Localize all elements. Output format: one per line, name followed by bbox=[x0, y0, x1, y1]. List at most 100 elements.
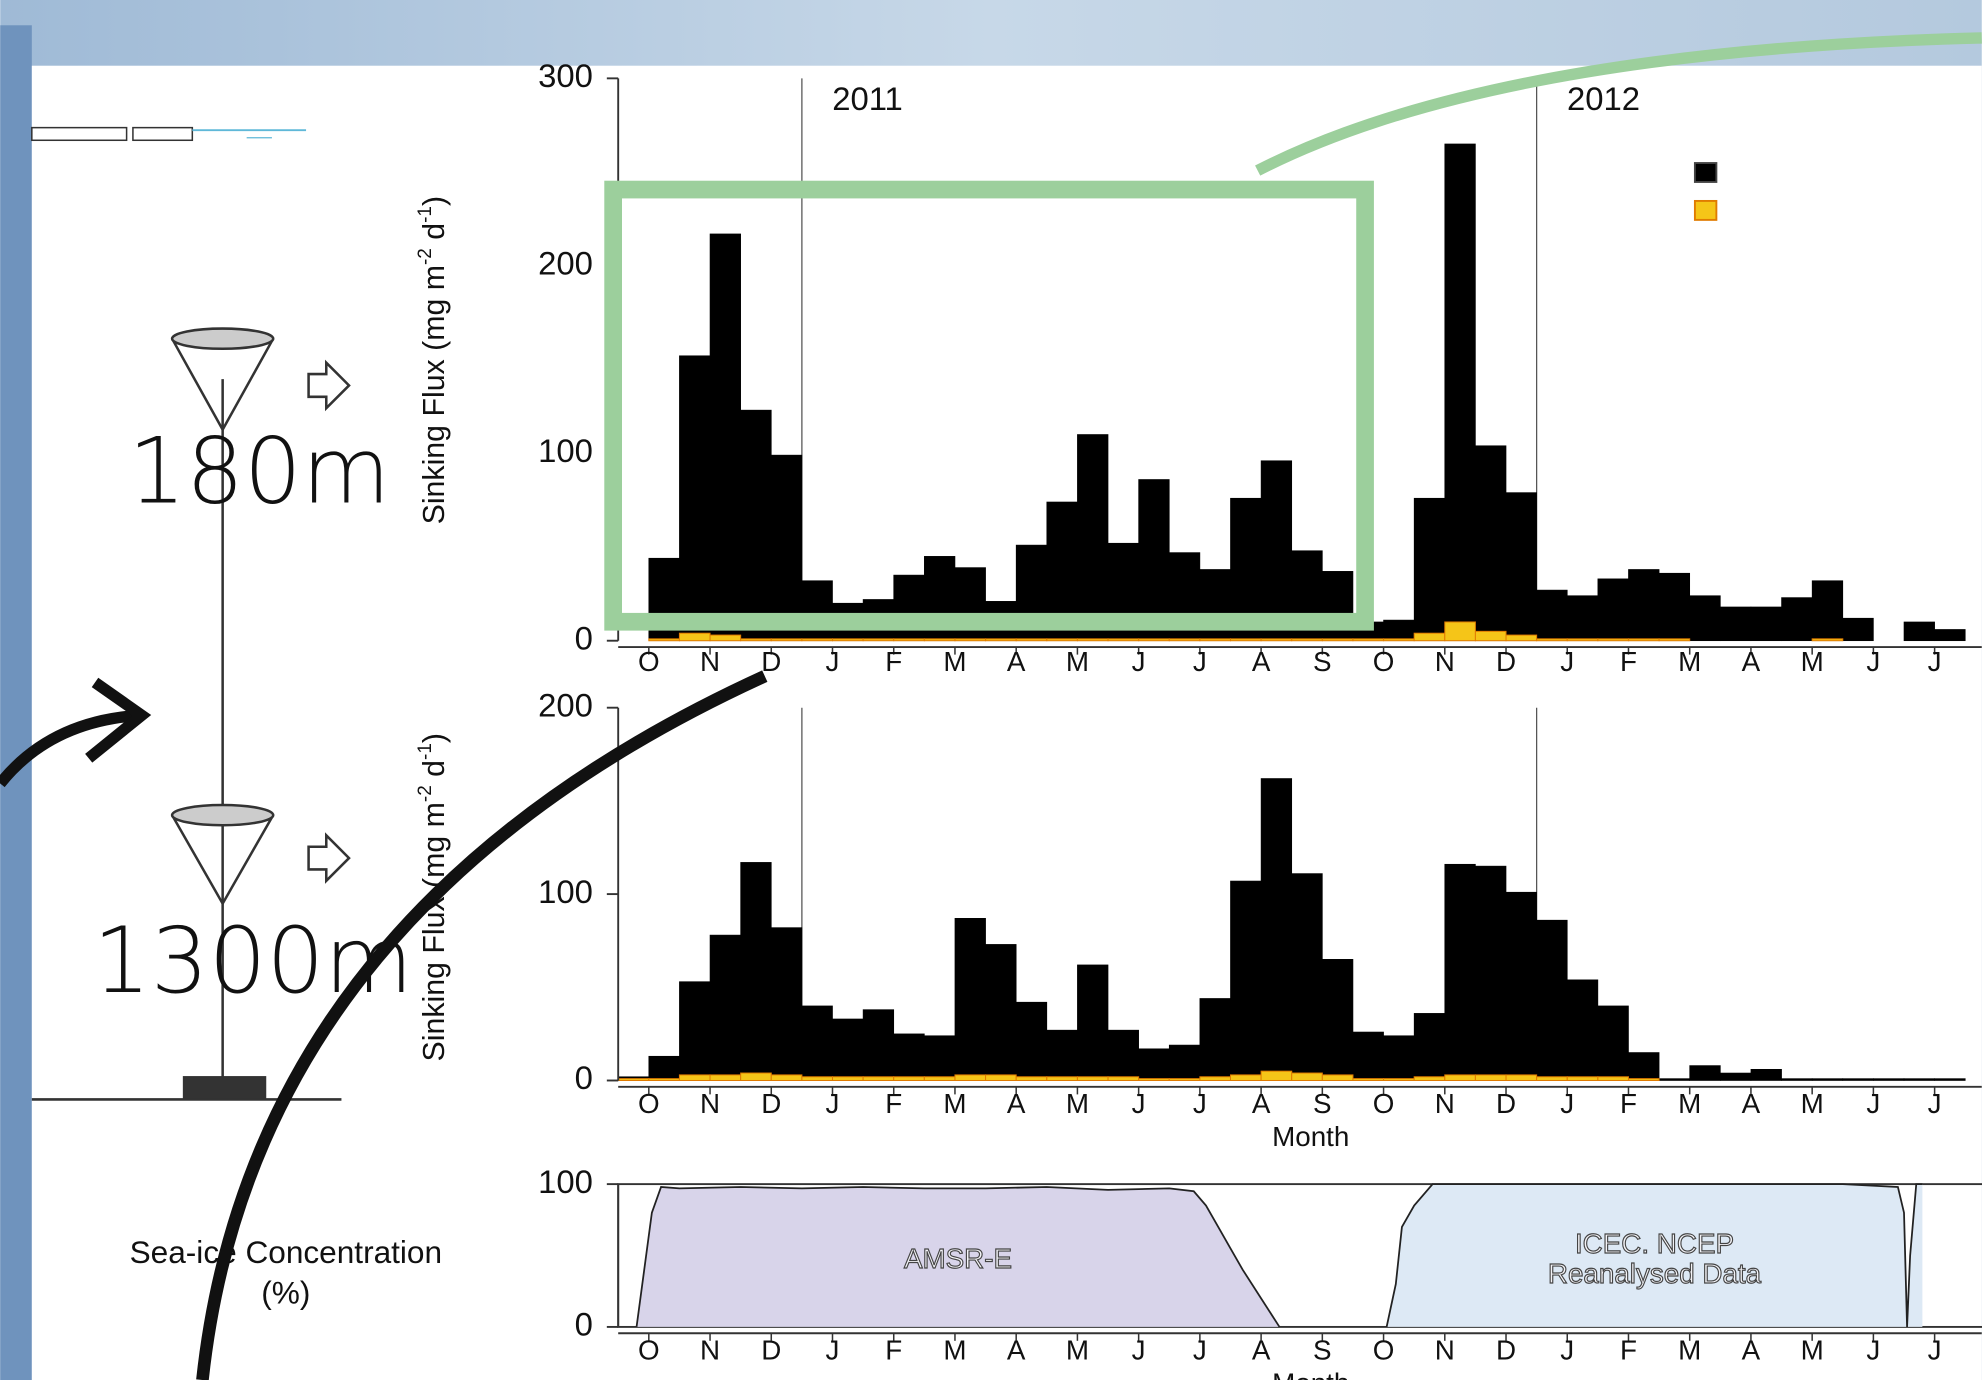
bar bbox=[1475, 631, 1506, 640]
bar bbox=[1628, 639, 1659, 641]
bar bbox=[1292, 874, 1323, 1081]
bar bbox=[1353, 1032, 1384, 1080]
bar bbox=[1690, 596, 1721, 641]
bar bbox=[679, 982, 710, 1081]
bar bbox=[802, 1077, 833, 1081]
x-tick-label: J bbox=[1132, 1335, 1146, 1366]
bar bbox=[1475, 446, 1506, 641]
x-tick-label: F bbox=[1620, 1335, 1637, 1366]
bar bbox=[1353, 1079, 1384, 1081]
bar bbox=[1904, 1079, 1935, 1081]
y-axis-label-part: ) bbox=[418, 733, 451, 743]
x-tick-label: M bbox=[1801, 1335, 1824, 1366]
bar bbox=[1720, 1073, 1751, 1080]
bar bbox=[1843, 1079, 1874, 1081]
x-tick-label: A bbox=[1742, 1335, 1761, 1366]
bar bbox=[1169, 639, 1200, 641]
x-tick-label: J bbox=[826, 1088, 840, 1119]
bar bbox=[1200, 998, 1231, 1080]
bar bbox=[832, 1019, 863, 1081]
x-tick-label: N bbox=[1435, 646, 1455, 677]
bar bbox=[894, 1077, 925, 1081]
bar bbox=[771, 639, 802, 641]
bar bbox=[1751, 1069, 1782, 1080]
y-axis-label-part: -1 bbox=[415, 743, 436, 760]
bar bbox=[1384, 639, 1415, 641]
bar bbox=[1322, 1075, 1353, 1081]
y-tick-label: 200 bbox=[538, 244, 593, 281]
y-tick-label: 100 bbox=[538, 1163, 593, 1200]
x-tick-label: A bbox=[1742, 1088, 1761, 1119]
bar bbox=[1200, 639, 1231, 641]
bar bbox=[1598, 1006, 1629, 1081]
x-tick-label: J bbox=[1560, 646, 1574, 677]
x-tick-label: M bbox=[943, 1335, 966, 1366]
bar bbox=[1843, 618, 1874, 640]
bar bbox=[771, 455, 802, 641]
bar bbox=[924, 1077, 955, 1081]
bar bbox=[649, 639, 680, 641]
x-tick-label: J bbox=[1928, 646, 1942, 677]
bar bbox=[1537, 639, 1568, 641]
x-tick-label: J bbox=[1560, 1335, 1574, 1366]
bar bbox=[863, 639, 894, 641]
bar bbox=[802, 1006, 833, 1081]
y-axis-label-part: Sinking Flux (mg m bbox=[418, 265, 451, 524]
bar bbox=[955, 1075, 986, 1081]
x-tick-label: N bbox=[700, 646, 720, 677]
bar bbox=[679, 1075, 710, 1081]
x-tick-label: N bbox=[700, 1088, 720, 1119]
bar bbox=[1322, 639, 1353, 641]
y-axis-label-part: -1 bbox=[415, 206, 436, 223]
bar bbox=[1169, 1079, 1200, 1081]
year-label: 2012 bbox=[1567, 80, 1640, 117]
x-tick-label: A bbox=[1742, 646, 1761, 677]
x-tick-label: S bbox=[1313, 646, 1332, 677]
y-axis-label-part: -2 bbox=[415, 785, 436, 802]
bar bbox=[1598, 639, 1629, 641]
bar bbox=[1751, 607, 1782, 641]
bar bbox=[1659, 573, 1690, 640]
bar bbox=[1445, 1075, 1476, 1081]
bar bbox=[924, 639, 955, 641]
bar bbox=[1230, 639, 1261, 641]
bar bbox=[894, 1034, 925, 1081]
bar bbox=[679, 633, 710, 640]
area-label: Reanalysed Data bbox=[1548, 1258, 1762, 1289]
x-tick-label: O bbox=[1373, 646, 1395, 677]
y-tick-label: 200 bbox=[538, 686, 593, 723]
bar bbox=[1567, 639, 1598, 641]
bar bbox=[863, 1077, 894, 1081]
x-tick-label: F bbox=[1620, 1088, 1637, 1119]
x-tick-label: S bbox=[1313, 1335, 1332, 1366]
bar bbox=[1659, 1079, 1690, 1081]
bar bbox=[1720, 607, 1751, 641]
bar bbox=[894, 639, 925, 641]
trap-top bbox=[172, 805, 273, 825]
y-axis-label-part: Sinking Flux (mg m bbox=[418, 802, 451, 1061]
y-tick-label: 300 bbox=[538, 57, 593, 94]
y-axis-label: Sinking Flux (mg m-2 d-1) bbox=[415, 196, 452, 524]
x-tick-label: S bbox=[1313, 1088, 1332, 1119]
bar bbox=[1139, 1049, 1170, 1081]
panel bbox=[32, 66, 1982, 1380]
x-tick-label: J bbox=[1866, 1088, 1880, 1119]
bar bbox=[986, 639, 1017, 641]
x-tick-label: M bbox=[1066, 646, 1089, 677]
bar bbox=[1598, 579, 1629, 641]
bar bbox=[710, 1075, 741, 1081]
bar bbox=[1261, 1071, 1292, 1080]
bar bbox=[1537, 590, 1568, 641]
bar bbox=[1077, 1077, 1108, 1081]
bar bbox=[1475, 1075, 1506, 1081]
x-tick-label: J bbox=[1928, 1335, 1942, 1366]
bar bbox=[1567, 980, 1598, 1081]
x-tick-label: M bbox=[943, 646, 966, 677]
bar bbox=[1384, 620, 1415, 641]
bar bbox=[1414, 1077, 1445, 1081]
bar bbox=[1506, 1075, 1537, 1081]
bar bbox=[1047, 639, 1078, 641]
x-tick-label: O bbox=[638, 1088, 660, 1119]
x-tick-label: A bbox=[1252, 1088, 1271, 1119]
y-axis-label: Sea-ice Concentration bbox=[130, 1234, 442, 1270]
